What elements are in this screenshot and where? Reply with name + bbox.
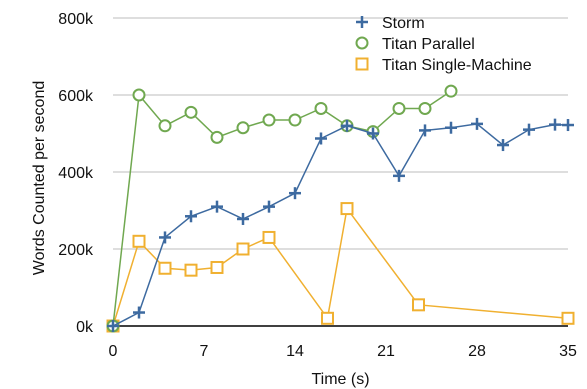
- legend-item: Titan Single-Machine: [355, 57, 532, 74]
- data-point: [132, 88, 146, 102]
- data-point: [315, 132, 327, 145]
- series-titan-single-machine: [106, 202, 575, 333]
- data-point: [497, 139, 509, 152]
- data-point: [445, 121, 457, 134]
- y-tick-label: 400k: [58, 165, 94, 182]
- x-axis-title: Time (s): [311, 371, 369, 388]
- data-point: [562, 119, 574, 132]
- legend-label: Titan Single-Machine: [382, 57, 532, 74]
- data-point: [418, 101, 432, 115]
- data-point: [263, 200, 275, 213]
- data-point: [471, 117, 483, 130]
- data-point: [184, 263, 198, 277]
- series-storm: [107, 117, 574, 332]
- data-point: [288, 113, 302, 127]
- data-point: [341, 119, 353, 132]
- data-point: [133, 306, 145, 319]
- data-point: [159, 231, 171, 244]
- y-tick-label: 200k: [58, 242, 94, 259]
- x-tick-label: 0: [109, 343, 118, 360]
- data-point: [237, 212, 249, 225]
- legend-label: Titan Parallel: [382, 36, 475, 53]
- data-point: [412, 298, 425, 312]
- series-titan-parallel: [106, 84, 458, 333]
- data-point: [236, 242, 250, 256]
- y-axis-title: Words Counted per second: [31, 81, 48, 275]
- data-point: [393, 169, 405, 182]
- legend: Storm Titan Parallel Titan Single-Machine: [355, 15, 532, 74]
- data-point: [314, 101, 328, 115]
- legend-marker: [356, 16, 368, 28]
- data-point: [236, 121, 250, 135]
- data-point: [523, 123, 535, 136]
- legend-label: Storm: [382, 15, 425, 32]
- data-point: [289, 187, 301, 200]
- data-point: [158, 119, 172, 133]
- data-point: [561, 311, 575, 325]
- data-point: [549, 118, 561, 131]
- data-point: [211, 200, 223, 213]
- legend-item: Titan Parallel: [355, 36, 475, 53]
- x-tick-label: 28: [468, 343, 486, 360]
- data-point: [262, 113, 276, 127]
- x-tick-label: 21: [377, 343, 395, 360]
- series-line: [112, 206, 569, 327]
- data-point: [184, 105, 198, 119]
- x-tick-label: 35: [559, 343, 577, 360]
- y-tick-label: 600k: [58, 88, 94, 105]
- data-point: [321, 311, 334, 325]
- y-tick-label: 800k: [58, 11, 94, 28]
- data-point: [340, 202, 354, 216]
- data-point: [419, 124, 431, 137]
- data-point: [185, 210, 197, 223]
- series-line: [112, 123, 569, 327]
- legend-marker: [355, 57, 369, 71]
- axes: 0k 200k 400k 600k 800k 0 7 14 21 28 35: [58, 11, 577, 360]
- data-point: [158, 261, 172, 275]
- data-point: [210, 130, 224, 144]
- x-tick-label: 14: [286, 343, 304, 360]
- legend-item: Storm: [356, 15, 425, 32]
- data-point: [367, 127, 379, 140]
- data-point: [262, 230, 276, 244]
- data-point: [444, 84, 458, 98]
- series-layer: [106, 84, 575, 333]
- data-point: [392, 101, 406, 115]
- y-tick-label: 0k: [76, 319, 94, 336]
- data-point: [210, 260, 224, 274]
- legend-marker: [355, 36, 369, 50]
- data-point: [107, 320, 119, 332]
- x-tick-label: 7: [200, 343, 209, 360]
- data-point: [132, 234, 146, 248]
